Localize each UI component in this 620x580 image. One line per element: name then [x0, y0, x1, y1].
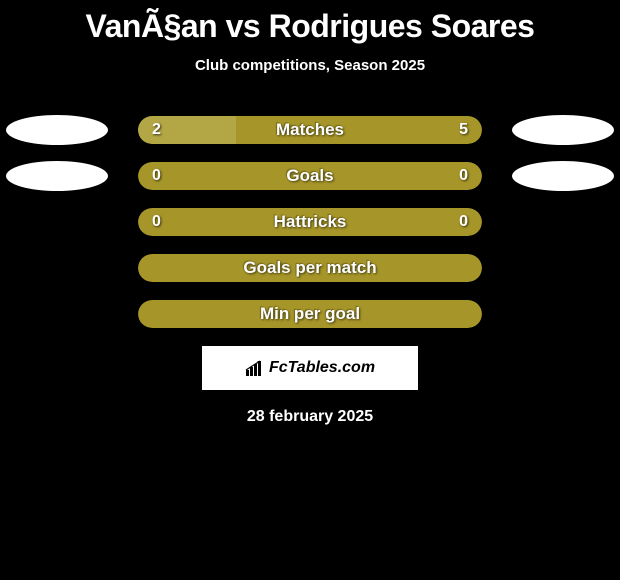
stat-bar: 0Hattricks0 [138, 208, 482, 236]
page-title: VanÃ§an vs Rodrigues Soares [0, 0, 620, 45]
stats-container: 2Matches50Goals00Hattricks0Goals per mat… [0, 116, 620, 328]
stat-bar: 0Goals0 [138, 162, 482, 190]
stat-row: 0Goals0 [0, 162, 620, 190]
player-photo-right [512, 115, 614, 145]
stat-bar: 2Matches5 [138, 116, 482, 144]
stat-bar: Goals per match [138, 254, 482, 282]
stat-row: 2Matches5 [0, 116, 620, 144]
stat-row: Goals per match [0, 254, 620, 282]
stat-row: Min per goal [0, 300, 620, 328]
player-photo-left [6, 161, 108, 191]
date-label: 28 february 2025 [0, 408, 620, 426]
stat-value-right: 0 [459, 167, 468, 185]
stat-row: 0Hattricks0 [0, 208, 620, 236]
stat-label: Hattricks [138, 212, 482, 232]
stat-value-right: 5 [459, 121, 468, 139]
brand-text: FcTables.com [269, 359, 375, 377]
brand-box: FcTables.com [202, 346, 418, 390]
stat-label: Goals per match [138, 258, 482, 278]
player-photo-right [512, 161, 614, 191]
stat-label: Matches [138, 120, 482, 140]
bar-chart-icon [245, 360, 265, 376]
player-photo-left [6, 115, 108, 145]
page-subtitle: Club competitions, Season 2025 [0, 57, 620, 74]
stat-bar: Min per goal [138, 300, 482, 328]
stat-value-right: 0 [459, 213, 468, 231]
stat-label: Goals [138, 166, 482, 186]
stat-label: Min per goal [138, 304, 482, 324]
